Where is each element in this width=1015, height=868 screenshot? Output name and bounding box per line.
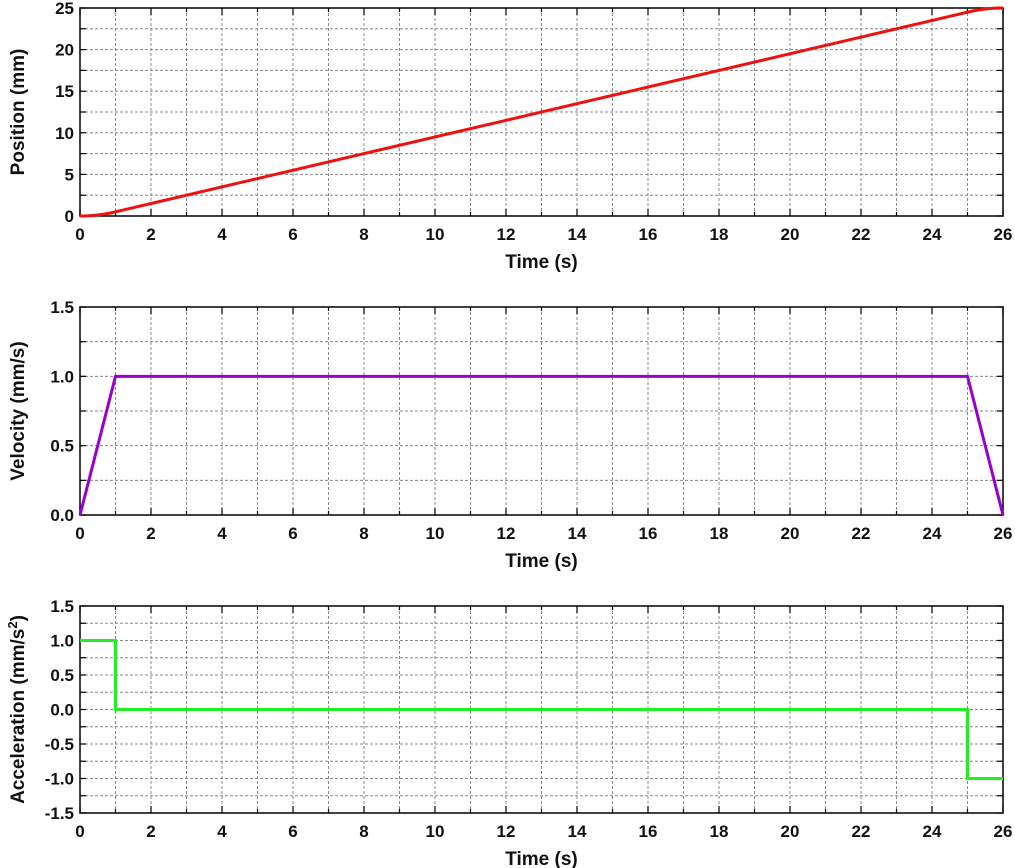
x-tick-label: 24 <box>923 225 942 244</box>
x-tick-label: 8 <box>359 822 368 841</box>
x-tick-label: 22 <box>852 225 871 244</box>
x-tick-label: 12 <box>497 524 516 543</box>
x-tick-label: 22 <box>852 822 871 841</box>
y-tick-label: 20 <box>55 41 74 60</box>
x-tick-label: 0 <box>75 822 84 841</box>
grid-lines <box>80 307 1003 515</box>
y-tick-label: -1.5 <box>45 804 74 823</box>
velocity-plot: 0 2 4 6 8 10 12 14 16 18 20 22 24 260.00.51.01.5Time … <box>8 298 1012 572</box>
x-tick-label: 10 <box>426 524 445 543</box>
x-tick-label: 16 <box>639 524 658 543</box>
x-tick-label: 10 <box>426 822 445 841</box>
x-tick-label: 10 <box>426 225 445 244</box>
x-tick-label: 16 <box>639 822 658 841</box>
x-tick-label: 20 <box>781 822 800 841</box>
y-tick-label: 5 <box>65 165 74 184</box>
x-tick-label: 14 <box>568 225 587 244</box>
y-tick-label: 25 <box>55 0 74 18</box>
y-tick-label: 15 <box>55 82 74 101</box>
x-tick-label: 2 <box>146 822 155 841</box>
x-tick-label: 18 <box>710 225 729 244</box>
x-tick-label: 12 <box>497 822 516 841</box>
y-axis-label: Position (mm) <box>8 49 29 176</box>
x-tick-label: 24 <box>923 524 942 543</box>
x-axis-label: Time (s) <box>505 551 578 572</box>
x-tick-label: 18 <box>710 524 729 543</box>
y-tick-label: -1.0 <box>45 770 74 789</box>
data-series-line <box>79 6 1004 218</box>
x-tick-label: 4 <box>217 822 227 841</box>
y-tick-label: 1.5 <box>50 597 74 616</box>
x-tick-label: 14 <box>568 524 587 543</box>
x-tick-label: 16 <box>639 225 658 244</box>
x-tick-label: 12 <box>497 225 516 244</box>
x-tick-label: 22 <box>852 524 871 543</box>
data-series-line <box>78 374 1005 516</box>
x-tick-label: 26 <box>994 822 1013 841</box>
x-tick-label: 18 <box>710 822 729 841</box>
y-tick-label: 1.5 <box>50 298 74 317</box>
x-tick-label: 8 <box>359 225 368 244</box>
x-tick-label: 4 <box>217 225 227 244</box>
x-tick-label: 0 <box>75 524 84 543</box>
x-axis-label: Time (s) <box>505 849 578 868</box>
x-tick-label: 0 <box>75 225 84 244</box>
y-tick-label: 1.0 <box>50 367 74 386</box>
y-tick-label: 10 <box>55 124 74 143</box>
y-tick-label: 1.0 <box>50 632 74 651</box>
y-tick-label: 0.0 <box>50 701 74 720</box>
x-tick-label: 6 <box>288 225 297 244</box>
y-tick-label: 0 <box>65 207 74 226</box>
x-tick-label: 26 <box>994 225 1013 244</box>
x-tick-label: 4 <box>217 524 227 543</box>
x-tick-label: 20 <box>781 524 800 543</box>
x-tick-label: 2 <box>146 225 155 244</box>
x-tick-label: 20 <box>781 225 800 244</box>
data-series-line <box>80 639 1003 780</box>
y-tick-label: 0.5 <box>50 666 74 685</box>
acceleration-plot: 0 2 4 6 8 10 12 14 16 18 20 22 24 26-1.5-1.0-0.50.00.… <box>5 597 1013 868</box>
x-axis-label: Time (s) <box>505 252 578 273</box>
y-tick-label: 0.5 <box>50 437 74 456</box>
x-tick-label: 24 <box>923 822 942 841</box>
y-tick-label: -0.5 <box>45 735 74 754</box>
x-tick-label: 14 <box>568 822 587 841</box>
y-axis-label: Acceleration (mm/s2) <box>5 615 30 804</box>
x-tick-label: 26 <box>994 524 1013 543</box>
y-axis-label: Velocity (mm/s) <box>8 341 29 480</box>
y-tick-label: 0.0 <box>50 506 74 525</box>
x-tick-label: 2 <box>146 524 155 543</box>
x-tick-label: 6 <box>288 822 297 841</box>
x-tick-label: 6 <box>288 524 297 543</box>
x-tick-label: 8 <box>359 524 368 543</box>
